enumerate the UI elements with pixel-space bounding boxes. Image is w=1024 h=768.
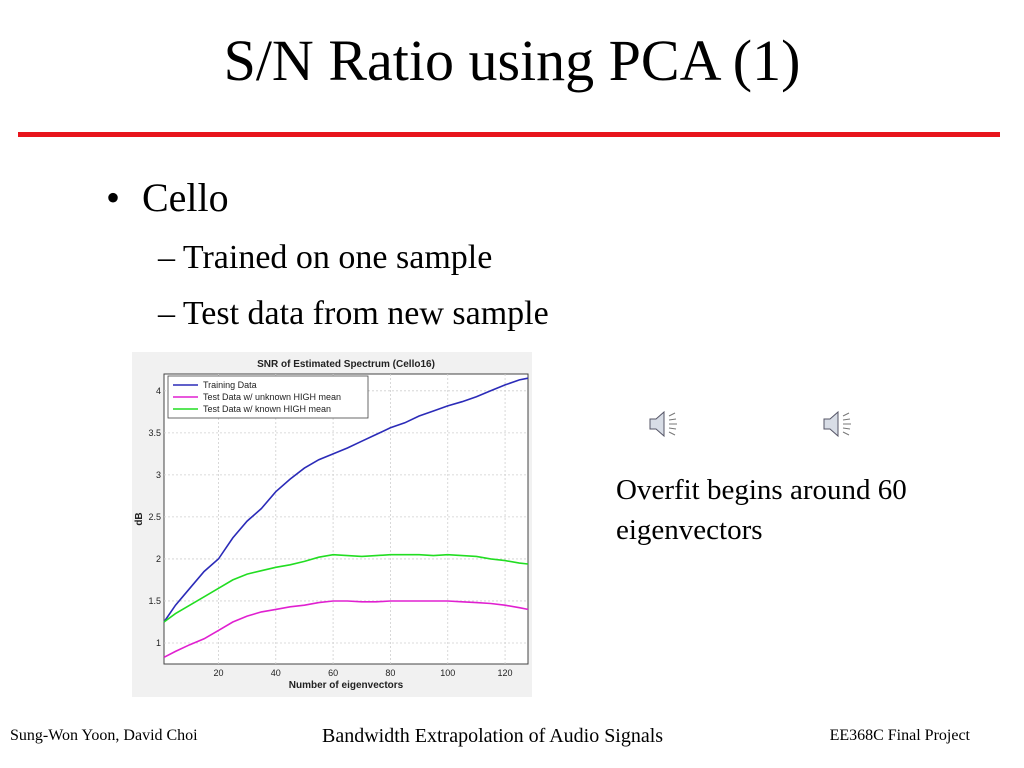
legend-label: Test Data w/ known HIGH mean [203,404,331,414]
sub-bullet-trained: – Trained on one sample [158,239,493,276]
y-tick-label: 3 [156,470,161,480]
series-line [163,553,529,623]
audio-speaker-1[interactable] [644,404,684,444]
x-tick-label: 100 [440,668,455,678]
legend-label: Test Data w/ unknown HIGH mean [203,392,341,402]
overfit-note: Overfit begins around 60 eigenvectors [616,474,907,546]
slide-title: S/N Ratio using PCA (1) [223,28,801,93]
y-tick-label: 1 [156,638,161,648]
y-tick-label: 3.5 [148,428,161,438]
speaker-icon [823,410,851,438]
bullet-dot: • [106,175,121,220]
y-tick-label: 4 [156,386,161,396]
legend-label: Training Data [203,380,257,390]
sub-bullet-test-data: – Test data from new sample [158,295,549,332]
y-tick-label: 2.5 [148,512,161,522]
x-tick-label: 20 [213,668,223,678]
footer-title: Bandwidth Extrapolation of Audio Signals [322,725,664,747]
x-axis-label: Number of eigenvectors [289,680,404,691]
series-line [163,600,529,659]
x-tick-label: 60 [328,668,338,678]
y-tick-label: 1.5 [148,596,161,606]
snr-chart-svg: SNR of Estimated Spectrum (Cello16) 20 40 6… [132,352,532,697]
bullet-cello-label: Cello [142,175,229,220]
footer-course: EE368C Final Project [829,727,970,744]
series-line [163,377,529,623]
speaker-icon [649,410,677,438]
y-tick-label: 2 [156,554,161,564]
chart-title: SNR of Estimated Spectrum (Cello16) [257,359,435,370]
title-divider [18,132,1000,137]
plot-area [163,373,529,665]
x-tick-label: 40 [271,668,281,678]
x-tick-label: 80 [385,668,395,678]
bullet-cello: • Cello [106,172,229,224]
snr-chart: SNR of Estimated Spectrum (Cello16) 20 40 6… [132,352,532,697]
y-axis-label: dB [134,512,145,525]
footer-authors: Sung-Won Yoon, David Choi [10,727,198,744]
legend-box [167,375,369,419]
x-tick-label: 120 [498,668,513,678]
audio-speaker-2[interactable] [818,404,858,444]
